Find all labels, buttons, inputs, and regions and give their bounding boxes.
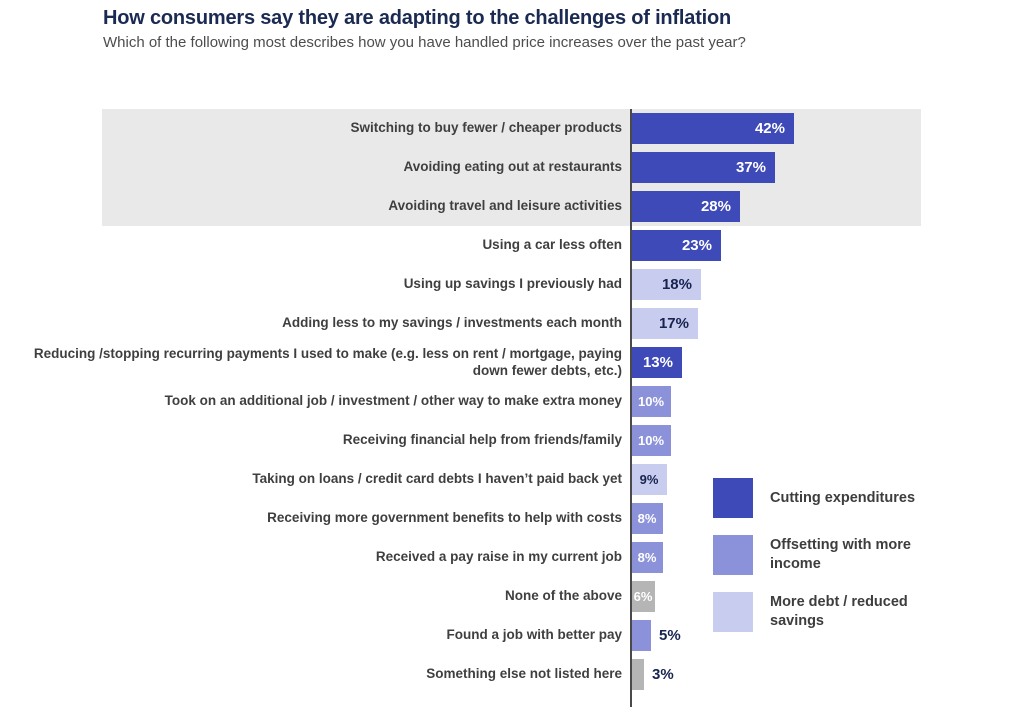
- bar-zone: 8%: [632, 542, 663, 573]
- chart-axis-line: [630, 109, 632, 707]
- bar-zone: 42%: [632, 113, 794, 144]
- category-label: Adding less to my savings / investments …: [282, 315, 622, 331]
- bar-income: 8%: [632, 542, 663, 573]
- category-label: Avoiding eating out at restaurants: [403, 159, 622, 175]
- value-label: 10%: [637, 394, 665, 409]
- value-label: 5%: [659, 627, 681, 644]
- bar-income: 8%: [632, 503, 663, 534]
- bar-zone: 17%: [632, 308, 698, 339]
- bar-cutting: 37%: [632, 152, 775, 183]
- category-label: Something else not listed here: [426, 666, 622, 682]
- chart-row: Avoiding eating out at restaurants 37%: [0, 148, 1024, 187]
- category-label: Switching to buy fewer / cheaper product…: [350, 120, 622, 136]
- bar-none: 6%: [632, 581, 655, 612]
- chart-row: Reducing /stopping recurring payments I …: [0, 343, 1024, 382]
- category-label: Took on an additional job / investment /…: [164, 393, 622, 409]
- chart-row: Took on an additional job / investment /…: [0, 382, 1024, 421]
- legend-item-offsetting-with-more-income: Offsetting with more income: [713, 535, 943, 575]
- page-subtitle: Which of the following most describes ho…: [103, 34, 746, 51]
- legend-label: Cutting expenditures: [770, 489, 916, 506]
- bar-zone: 3%: [632, 659, 674, 690]
- bar-income: [632, 620, 651, 651]
- chart-row: Switching to buy fewer / cheaper product…: [0, 109, 1024, 148]
- category-label: Received a pay raise in my current job: [375, 549, 622, 565]
- bar-chart: Switching to buy fewer / cheaper product…: [0, 109, 1024, 694]
- value-label: 10%: [637, 433, 665, 448]
- chart-row: Received a pay raise in my current job 8%: [0, 538, 1024, 577]
- value-label: 23%: [681, 237, 712, 254]
- legend: Cutting expenditures Offsetting with mor…: [713, 478, 943, 649]
- legend-label: Offsetting with more income: [770, 537, 911, 572]
- value-label: 9%: [639, 472, 659, 487]
- value-label: 6%: [633, 589, 653, 604]
- bar-zone: 28%: [632, 191, 740, 222]
- chart-row: Found a job with better pay 5%: [0, 616, 1024, 655]
- legend-label: More debt / reduced savings: [770, 594, 908, 629]
- bar-debt: 17%: [632, 308, 698, 339]
- category-label: Receiving financial help from friends/fa…: [342, 432, 622, 448]
- category-label: Avoiding travel and leisure activities: [388, 198, 622, 214]
- bar-zone: 37%: [632, 152, 775, 183]
- bar-zone: 5%: [632, 620, 681, 651]
- bar-none: [632, 659, 644, 690]
- category-label: Found a job with better pay: [446, 627, 623, 643]
- bar-cutting: 28%: [632, 191, 740, 222]
- bar-debt: 9%: [632, 464, 667, 495]
- legend-swatch-offsetting-with-more-income: [713, 535, 753, 575]
- legend-item-more-debt-reduced-savings: More debt / reduced savings: [713, 592, 943, 632]
- bar-zone: 6%: [632, 581, 655, 612]
- value-label: 17%: [658, 315, 689, 332]
- bar-zone: 18%: [632, 269, 701, 300]
- category-label: Reducing /stopping recurring payments I …: [33, 346, 622, 378]
- bar-zone: 10%: [632, 425, 671, 456]
- chart-row: Something else not listed here 3%: [0, 655, 1024, 694]
- value-label: 28%: [700, 198, 731, 215]
- value-label: 42%: [754, 120, 785, 137]
- bar-income: 10%: [632, 386, 671, 417]
- chart-row: Adding less to my savings / investments …: [0, 304, 1024, 343]
- category-label: Using up savings I previously had: [403, 276, 622, 292]
- value-label: 8%: [637, 550, 657, 565]
- bar-zone: 23%: [632, 230, 721, 261]
- chart-row: Using up savings I previously had 18%: [0, 265, 1024, 304]
- page-title: How consumers say they are adapting to t…: [103, 7, 732, 29]
- chart-row: Receiving more government benefits to he…: [0, 499, 1024, 538]
- legend-item-cutting-expenditures: Cutting expenditures: [713, 478, 943, 518]
- chart-row: None of the above 6%: [0, 577, 1024, 616]
- bar-zone: 9%: [632, 464, 667, 495]
- legend-swatch-more-debt-reduced-savings: [713, 592, 753, 632]
- legend-swatch-cutting-expenditures: [713, 478, 753, 518]
- value-label: 18%: [661, 276, 692, 293]
- chart-row: Avoiding travel and leisure activities 28…: [0, 187, 1024, 226]
- value-label: 3%: [652, 666, 674, 683]
- bar-zone: 13%: [632, 347, 682, 378]
- bar-income: 10%: [632, 425, 671, 456]
- bar-cutting: 42%: [632, 113, 794, 144]
- bar-zone: 10%: [632, 386, 671, 417]
- category-label: Using a car less often: [482, 237, 622, 253]
- chart-row: Taking on loans / credit card debts I ha…: [0, 460, 1024, 499]
- category-label: Receiving more government benefits to he…: [267, 510, 622, 526]
- bar-zone: 8%: [632, 503, 663, 534]
- value-label: 8%: [637, 511, 657, 526]
- category-label: Taking on loans / credit card debts I ha…: [252, 471, 622, 487]
- chart-row: Receiving financial help from friends/fa…: [0, 421, 1024, 460]
- bar-cutting: 13%: [632, 347, 682, 378]
- bar-debt: 18%: [632, 269, 701, 300]
- bar-cutting: 23%: [632, 230, 721, 261]
- value-label: 13%: [642, 354, 673, 371]
- value-label: 37%: [735, 159, 766, 176]
- category-label: None of the above: [504, 588, 622, 604]
- chart-row: Using a car less often 23%: [0, 226, 1024, 265]
